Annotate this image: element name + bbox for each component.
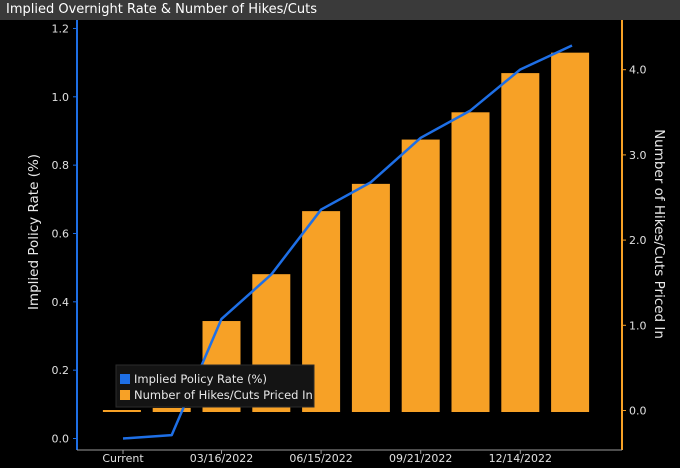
y2-tick-label: 3.0 xyxy=(629,149,647,162)
y-tick-label: 0.2 xyxy=(52,364,70,377)
y-tick-label: 1.2 xyxy=(52,22,70,35)
x-tick-label: 09/21/2022 xyxy=(389,452,452,465)
y-tick-label: 0.4 xyxy=(52,296,70,309)
x-tick-label: 06/15/2022 xyxy=(289,452,352,465)
y2-axis-title: Number of Hikes/Cuts Priced In xyxy=(651,129,667,339)
legend-box xyxy=(115,364,315,408)
y-axis-title: Implied Policy Rate (%) xyxy=(26,154,42,310)
bar xyxy=(152,407,191,412)
legend-swatch-bar xyxy=(120,390,130,400)
y2-tick-label: 1.0 xyxy=(629,319,647,332)
y-tick-label: 0.0 xyxy=(52,433,70,446)
y-tick-label: 1.0 xyxy=(52,91,70,104)
bar xyxy=(451,112,490,413)
chart-title-bar: Implied Overnight Rate & Number of Hikes… xyxy=(0,0,680,20)
y-tick-label: 0.8 xyxy=(52,159,70,172)
x-tick-label: Current xyxy=(102,452,144,465)
bar xyxy=(401,139,440,412)
x-tick-label: 12/14/2022 xyxy=(489,452,552,465)
legend-swatch-line xyxy=(120,374,130,384)
chart-title: Implied Overnight Rate & Number of Hikes… xyxy=(6,2,317,17)
y2-tick-label: 0.0 xyxy=(629,405,647,418)
legend-label-bar: Number of Hikes/Cuts Priced In xyxy=(134,388,313,402)
bar xyxy=(551,52,590,412)
legend: Implied Policy Rate (%) Number of Hikes/… xyxy=(115,364,315,408)
legend-label-line: Implied Policy Rate (%) xyxy=(134,372,267,386)
bar xyxy=(351,183,390,412)
bar xyxy=(501,73,540,412)
y2-tick-label: 2.0 xyxy=(629,234,647,247)
x-tick-label: 03/16/2022 xyxy=(190,452,253,465)
y-tick-label: 0.6 xyxy=(52,227,70,240)
y2-tick-label: 4.0 xyxy=(629,64,647,77)
bar xyxy=(102,410,141,412)
